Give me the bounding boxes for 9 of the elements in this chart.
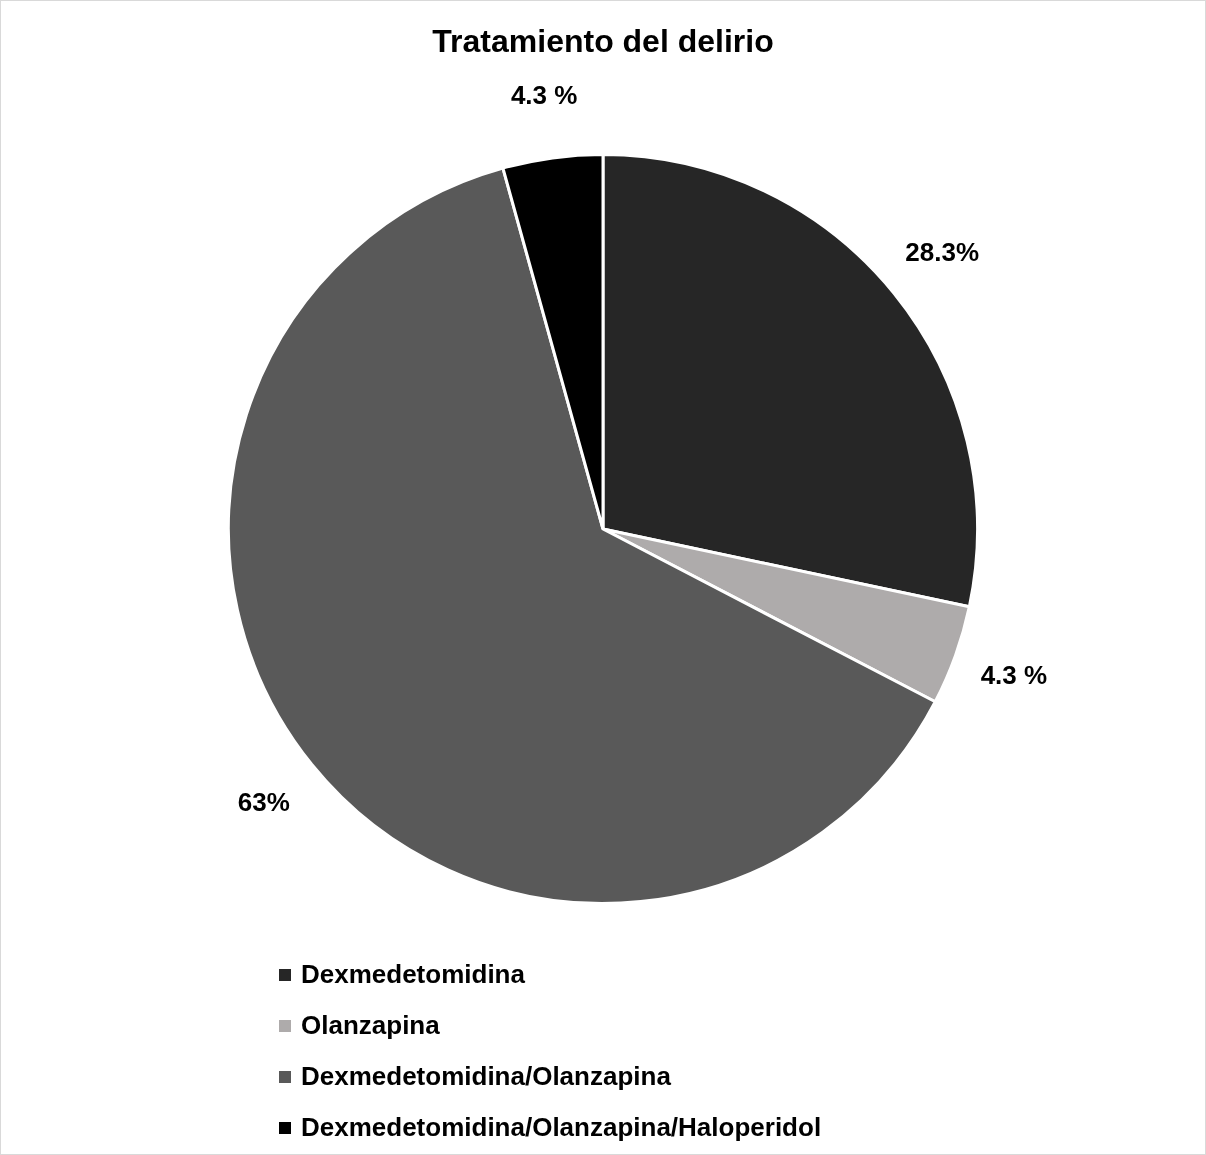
data-label: 4.3 % (980, 659, 1048, 690)
legend-label: Dexmedetomidina (301, 959, 525, 990)
data-label: 4.3 % (510, 79, 578, 110)
data-label: 28.3% (905, 237, 980, 268)
legend-label: Olanzapina (301, 1010, 440, 1041)
data-label: 63% (237, 786, 290, 817)
chart-title: Tratamiento del delirio (431, 23, 775, 60)
legend-label: Dexmedetomidina/Olanzapina/Haloperidol (301, 1112, 822, 1143)
legend-label: Dexmedetomidina/Olanzapina (301, 1061, 671, 1092)
